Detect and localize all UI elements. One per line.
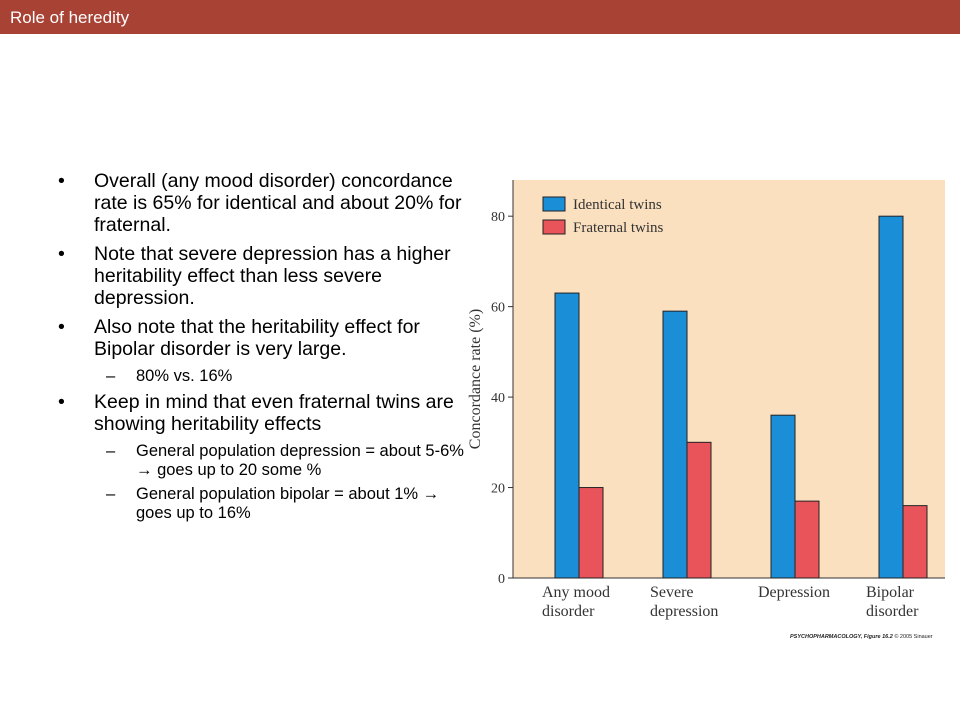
category-label: Bipolar — [866, 584, 915, 601]
bullet-dot: • — [58, 316, 65, 338]
bullet-text: Also note that the heritability effect f… — [94, 316, 420, 360]
sub-bullet-item: – General population depression = about 5… — [58, 442, 468, 480]
bullet-item: • Also note that the heritability effect … — [58, 316, 468, 360]
category-label: Any mood — [542, 584, 610, 601]
credit-book: PSYCHOPHARMACOLOGY, Figure 16.2 — [790, 634, 893, 640]
bar-identical — [554, 292, 580, 579]
sub-bullet-dash: – — [106, 367, 116, 385]
sub-bullet-item: – 80% vs. 16% — [58, 367, 468, 386]
bullet-text: Note that severe depression has a higher… — [94, 243, 451, 309]
legend-swatch — [542, 219, 566, 235]
y-tick-label: 40 — [491, 391, 505, 406]
legend-swatch — [542, 196, 566, 212]
sub-bullet-text: General population depression = about 5-… — [136, 442, 464, 479]
bullet-item: • Note that severe depression has a highe… — [58, 243, 468, 309]
bullet-item: • Keep in mind that even fraternal twins … — [58, 391, 468, 435]
title-bar: Role of heredity — [0, 0, 960, 34]
bullet-dot: • — [58, 243, 65, 265]
sub-bullet-text: General population bipolar = about 1% → … — [136, 485, 440, 522]
bullet-item: • Overall (any mood disorder) concordance… — [58, 170, 468, 236]
category-label: Severe — [650, 584, 694, 601]
y-tick-label: 60 — [491, 301, 505, 316]
bullet-text: Overall (any mood disorder) concordance … — [94, 170, 462, 236]
legend-label: Identical twins — [573, 197, 662, 213]
sub-bullet-text: 80% vs. 16% — [136, 367, 233, 385]
bar-fraternal — [578, 487, 604, 579]
bar-identical — [662, 310, 688, 579]
slide-title: Role of heredity — [10, 8, 130, 27]
sub-bullet-item: – General population bipolar = about 1% →… — [58, 485, 468, 523]
bar-identical — [878, 215, 904, 579]
y-tick-label: 0 — [498, 572, 505, 587]
bar-fraternal — [686, 441, 712, 579]
bar-fraternal — [902, 505, 928, 579]
credit-copyright: © 2005 Sinauer — [894, 634, 933, 640]
sub-bullet-dash: – — [106, 485, 116, 503]
concordance-bar-chart: 0 20 40 60 80 Concordance rate (%) Any mood dis… — [467, 180, 945, 620]
bullet-dot: • — [58, 170, 65, 192]
y-tick-label: 20 — [491, 482, 505, 497]
category-label: depression — [650, 603, 718, 620]
bullet-dot: • — [58, 391, 65, 413]
category-label: Depression — [758, 584, 830, 601]
bar-fraternal — [794, 500, 820, 579]
category-label: disorder — [542, 603, 595, 620]
bullet-text: Keep in mind that even fraternal twins a… — [94, 391, 454, 435]
category-label: disorder — [866, 603, 919, 620]
bullet-list: • Overall (any mood disorder) concordance… — [58, 170, 468, 528]
y-axis-label: Concordance rate (%) — [467, 309, 484, 449]
sub-bullet-dash: – — [106, 442, 116, 460]
figure-credit: PSYCHOPHARMACOLOGY, Figure 16.2 © 2005 S… — [790, 634, 933, 640]
legend-label: Fraternal twins — [573, 220, 664, 236]
y-tick-label: 80 — [491, 210, 505, 225]
bar-identical — [770, 414, 796, 579]
